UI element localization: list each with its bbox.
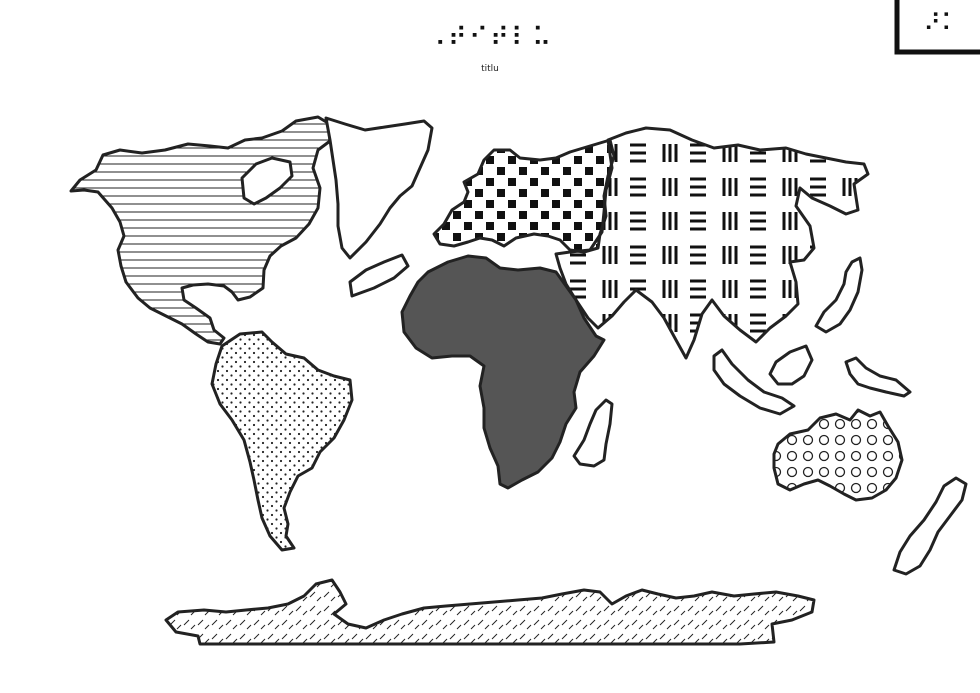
new-guinea-region	[844, 356, 912, 398]
title-label: titlu	[481, 64, 499, 74]
south-america-region	[210, 330, 354, 552]
japan-region	[814, 256, 864, 334]
greenland-region	[324, 116, 434, 260]
iceland-region	[348, 253, 410, 298]
madagascar-region	[572, 398, 614, 468]
africa-region	[400, 254, 606, 490]
antarctica-region	[164, 578, 816, 646]
new-zealand-region	[892, 476, 968, 576]
corner-mark: ⠜⠅	[894, 0, 980, 55]
sumatra-region	[712, 348, 796, 416]
title-braille: ⠠⠞⠊⠞⠇⠥	[427, 23, 553, 53]
hudson-bay	[240, 156, 294, 206]
borneo-region	[768, 344, 814, 386]
corner-braille: ⠜⠅	[923, 9, 958, 37]
australia-region	[772, 408, 904, 502]
north-america-region	[69, 115, 332, 346]
europe-region	[432, 138, 616, 254]
